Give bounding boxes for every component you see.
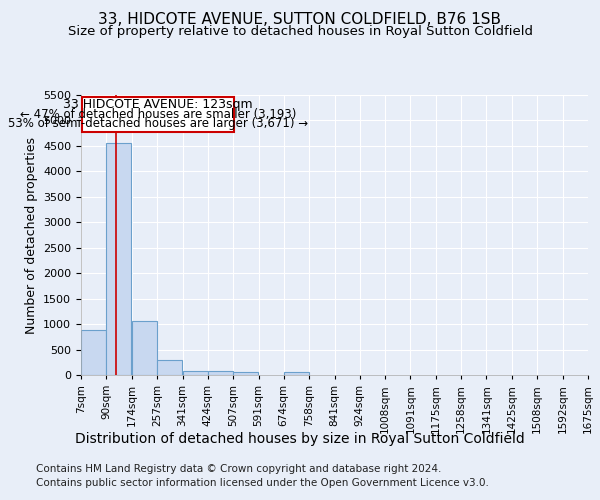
Text: 33, HIDCOTE AVENUE, SUTTON COLDFIELD, B76 1SB: 33, HIDCOTE AVENUE, SUTTON COLDFIELD, B7… [98,12,502,28]
Bar [157,360,182,375]
Bar [284,372,309,375]
Text: Size of property relative to detached houses in Royal Sutton Coldfield: Size of property relative to detached ho… [67,25,533,38]
Bar [182,370,208,375]
Bar [233,372,258,375]
Text: ← 47% of detached houses are smaller (3,193): ← 47% of detached houses are smaller (3,… [20,108,296,120]
Bar [132,321,157,375]
Text: Contains HM Land Registry data © Crown copyright and database right 2024.: Contains HM Land Registry data © Crown c… [36,464,442,474]
FancyBboxPatch shape [82,96,234,132]
Text: 53% of semi-detached houses are larger (3,671) →: 53% of semi-detached houses are larger (… [8,118,308,130]
Text: 33 HIDCOTE AVENUE: 123sqm: 33 HIDCOTE AVENUE: 123sqm [63,98,253,111]
Text: Distribution of detached houses by size in Royal Sutton Coldfield: Distribution of detached houses by size … [75,432,525,446]
Bar [208,371,233,375]
Bar [81,330,106,375]
Text: Contains public sector information licensed under the Open Government Licence v3: Contains public sector information licen… [36,478,489,488]
Bar [106,143,131,375]
Y-axis label: Number of detached properties: Number of detached properties [25,136,38,334]
